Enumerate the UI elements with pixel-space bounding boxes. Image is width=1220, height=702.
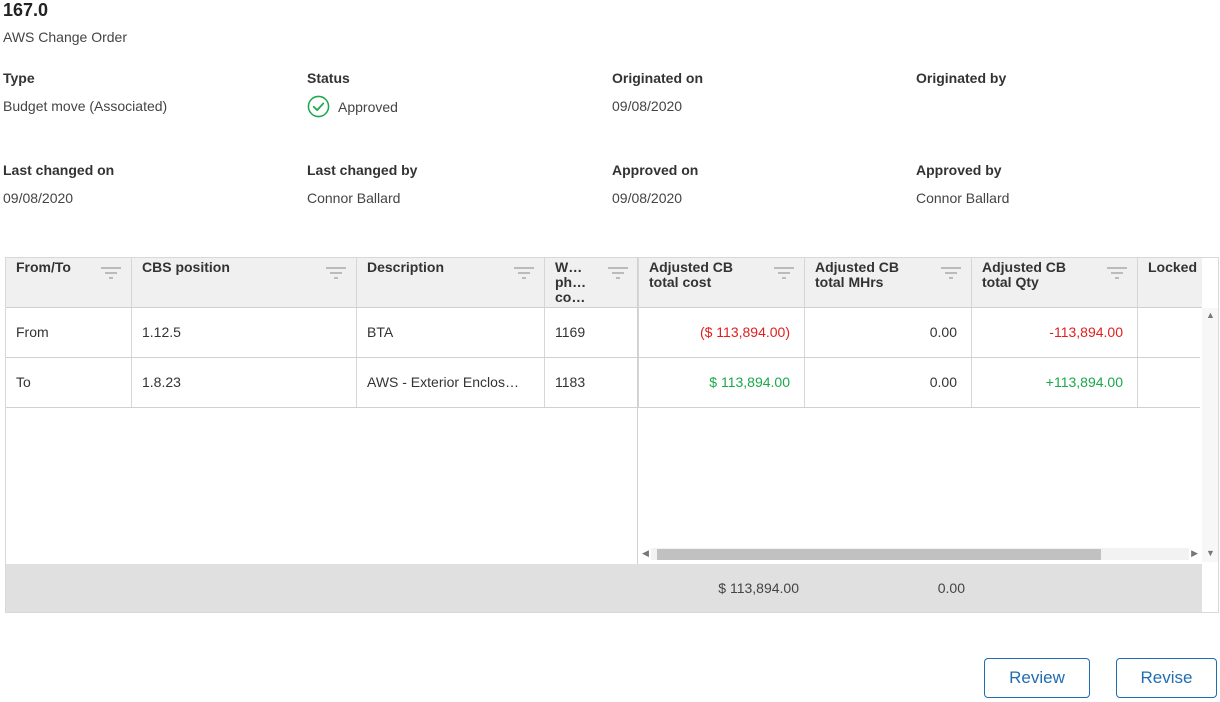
cell-adjusted-qty: +113,894.00: [972, 358, 1138, 407]
revise-button[interactable]: Revise: [1116, 658, 1217, 698]
total-adjusted-cost: $ 113,894.00: [718, 580, 799, 596]
originated-on-label: Originated on: [612, 70, 703, 86]
column-header-locked[interactable]: Locked: [1138, 258, 1202, 308]
column-header-label: Adjusted CB total MHrs: [815, 259, 899, 290]
scroll-down-icon[interactable]: ▼: [1206, 548, 1215, 558]
cell-from-to: To: [6, 358, 132, 407]
cell-locked: [1138, 308, 1200, 357]
last-changed-by-label: Last changed by: [307, 162, 418, 178]
frozen-column-divider: [637, 258, 638, 612]
approved-on-value: 09/08/2020: [612, 190, 683, 206]
record-title: AWS Change Order: [3, 29, 127, 45]
scroll-right-icon[interactable]: ▶: [1191, 548, 1198, 558]
status-value: Approved: [338, 98, 398, 115]
column-header-description[interactable]: Description: [357, 258, 545, 308]
field-originated-by: Originated by: [916, 70, 1206, 98]
column-header-label: Locked: [1148, 259, 1198, 275]
table-row[interactable]: From 1.12.5 BTA 1169 ($ 113,894.00) 0.00…: [6, 308, 1200, 358]
column-header-adjusted-cb-total-cost[interactable]: Adjusted CB total cost: [639, 258, 805, 308]
scroll-up-icon[interactable]: ▲: [1206, 310, 1215, 320]
type-value: Budget move (Associated): [3, 98, 168, 114]
cell-from-to: From: [6, 308, 132, 357]
last-changed-on-value: 09/08/2020: [3, 190, 74, 206]
cell-adjusted-mhrs: 0.00: [805, 358, 972, 407]
cell-adjusted-cost: $ 113,894.00: [639, 358, 805, 407]
last-changed-on-label: Last changed on: [3, 162, 115, 178]
filter-icon[interactable]: [774, 267, 794, 279]
field-originated-on: Originated on 09/08/2020: [612, 70, 902, 114]
field-status: Status Approved: [307, 70, 597, 118]
review-button[interactable]: Review: [984, 658, 1090, 698]
field-approved-by: Approved by Connor Ballard: [916, 162, 1206, 206]
filter-icon[interactable]: [101, 267, 121, 279]
filter-icon[interactable]: [608, 267, 628, 279]
column-header-label: Adjusted CB total cost: [649, 259, 733, 290]
field-last-changed-on: Last changed on 09/08/2020: [3, 162, 293, 206]
horizontal-scrollbar[interactable]: ◀ ▶: [639, 546, 1201, 562]
originated-by-label: Originated by: [916, 70, 1007, 86]
column-header-adjusted-cb-total-qty[interactable]: Adjusted CB total Qty: [972, 258, 1138, 308]
column-header-label: From/To: [16, 259, 71, 275]
approved-on-label: Approved on: [612, 162, 699, 178]
field-last-changed-by: Last changed by Connor Ballard: [307, 162, 597, 206]
status-label: Status: [307, 70, 350, 86]
type-label: Type: [3, 70, 35, 86]
column-header-label: W… ph… co…: [555, 259, 587, 305]
budget-move-grid: From/To CBS position Description W… ph… …: [5, 257, 1219, 613]
filter-icon[interactable]: [1107, 267, 1127, 279]
cell-locked: [1138, 358, 1200, 407]
cell-wbs: 1183: [545, 358, 639, 407]
filter-icon[interactable]: [326, 267, 346, 279]
column-header-wbs-phase-code[interactable]: W… ph… co…: [545, 258, 639, 308]
column-header-label: CBS position: [142, 259, 230, 275]
column-header-adjusted-cb-total-mhrs[interactable]: Adjusted CB total MHrs: [805, 258, 972, 308]
cell-description: BTA: [357, 308, 545, 357]
cell-description: AWS - Exterior Enclos…: [357, 358, 545, 407]
filter-icon[interactable]: [514, 267, 534, 279]
cell-adjusted-cost: ($ 113,894.00): [639, 308, 805, 357]
field-type: Type Budget move (Associated): [3, 70, 293, 114]
totals-row: $ 113,894.00 0.00: [6, 564, 1202, 612]
grid-header: From/To CBS position Description W… ph… …: [6, 258, 1202, 308]
column-header-label: Description: [367, 259, 445, 275]
field-approved-on: Approved on 09/08/2020: [612, 162, 902, 206]
check-circle-icon: [307, 95, 330, 118]
approved-by-label: Approved by: [916, 162, 1002, 178]
scrollbar-thumb[interactable]: [657, 549, 1101, 560]
scroll-left-icon[interactable]: ◀: [642, 548, 649, 558]
cell-cbs-position: 1.12.5: [132, 308, 357, 357]
originated-on-value: 09/08/2020: [612, 98, 683, 114]
column-header-from-to[interactable]: From/To: [6, 258, 132, 308]
column-header-cbs-position[interactable]: CBS position: [132, 258, 357, 308]
total-adjusted-mhrs: 0.00: [937, 580, 965, 596]
filter-icon[interactable]: [941, 267, 961, 279]
cell-adjusted-mhrs: 0.00: [805, 308, 972, 357]
vertical-scrollbar[interactable]: ▲ ▼: [1202, 308, 1218, 562]
status-badge: Approved: [307, 95, 597, 118]
table-row[interactable]: To 1.8.23 AWS - Exterior Enclos… 1183 $ …: [6, 358, 1200, 408]
last-changed-by-value: Connor Ballard: [307, 190, 401, 206]
column-header-label: Adjusted CB total Qty: [982, 259, 1066, 290]
cell-adjusted-qty: -113,894.00: [972, 308, 1138, 357]
record-number: 167.0: [3, 0, 49, 20]
cell-wbs: 1169: [545, 308, 639, 357]
approved-by-value: Connor Ballard: [916, 190, 1010, 206]
cell-cbs-position: 1.8.23: [132, 358, 357, 407]
